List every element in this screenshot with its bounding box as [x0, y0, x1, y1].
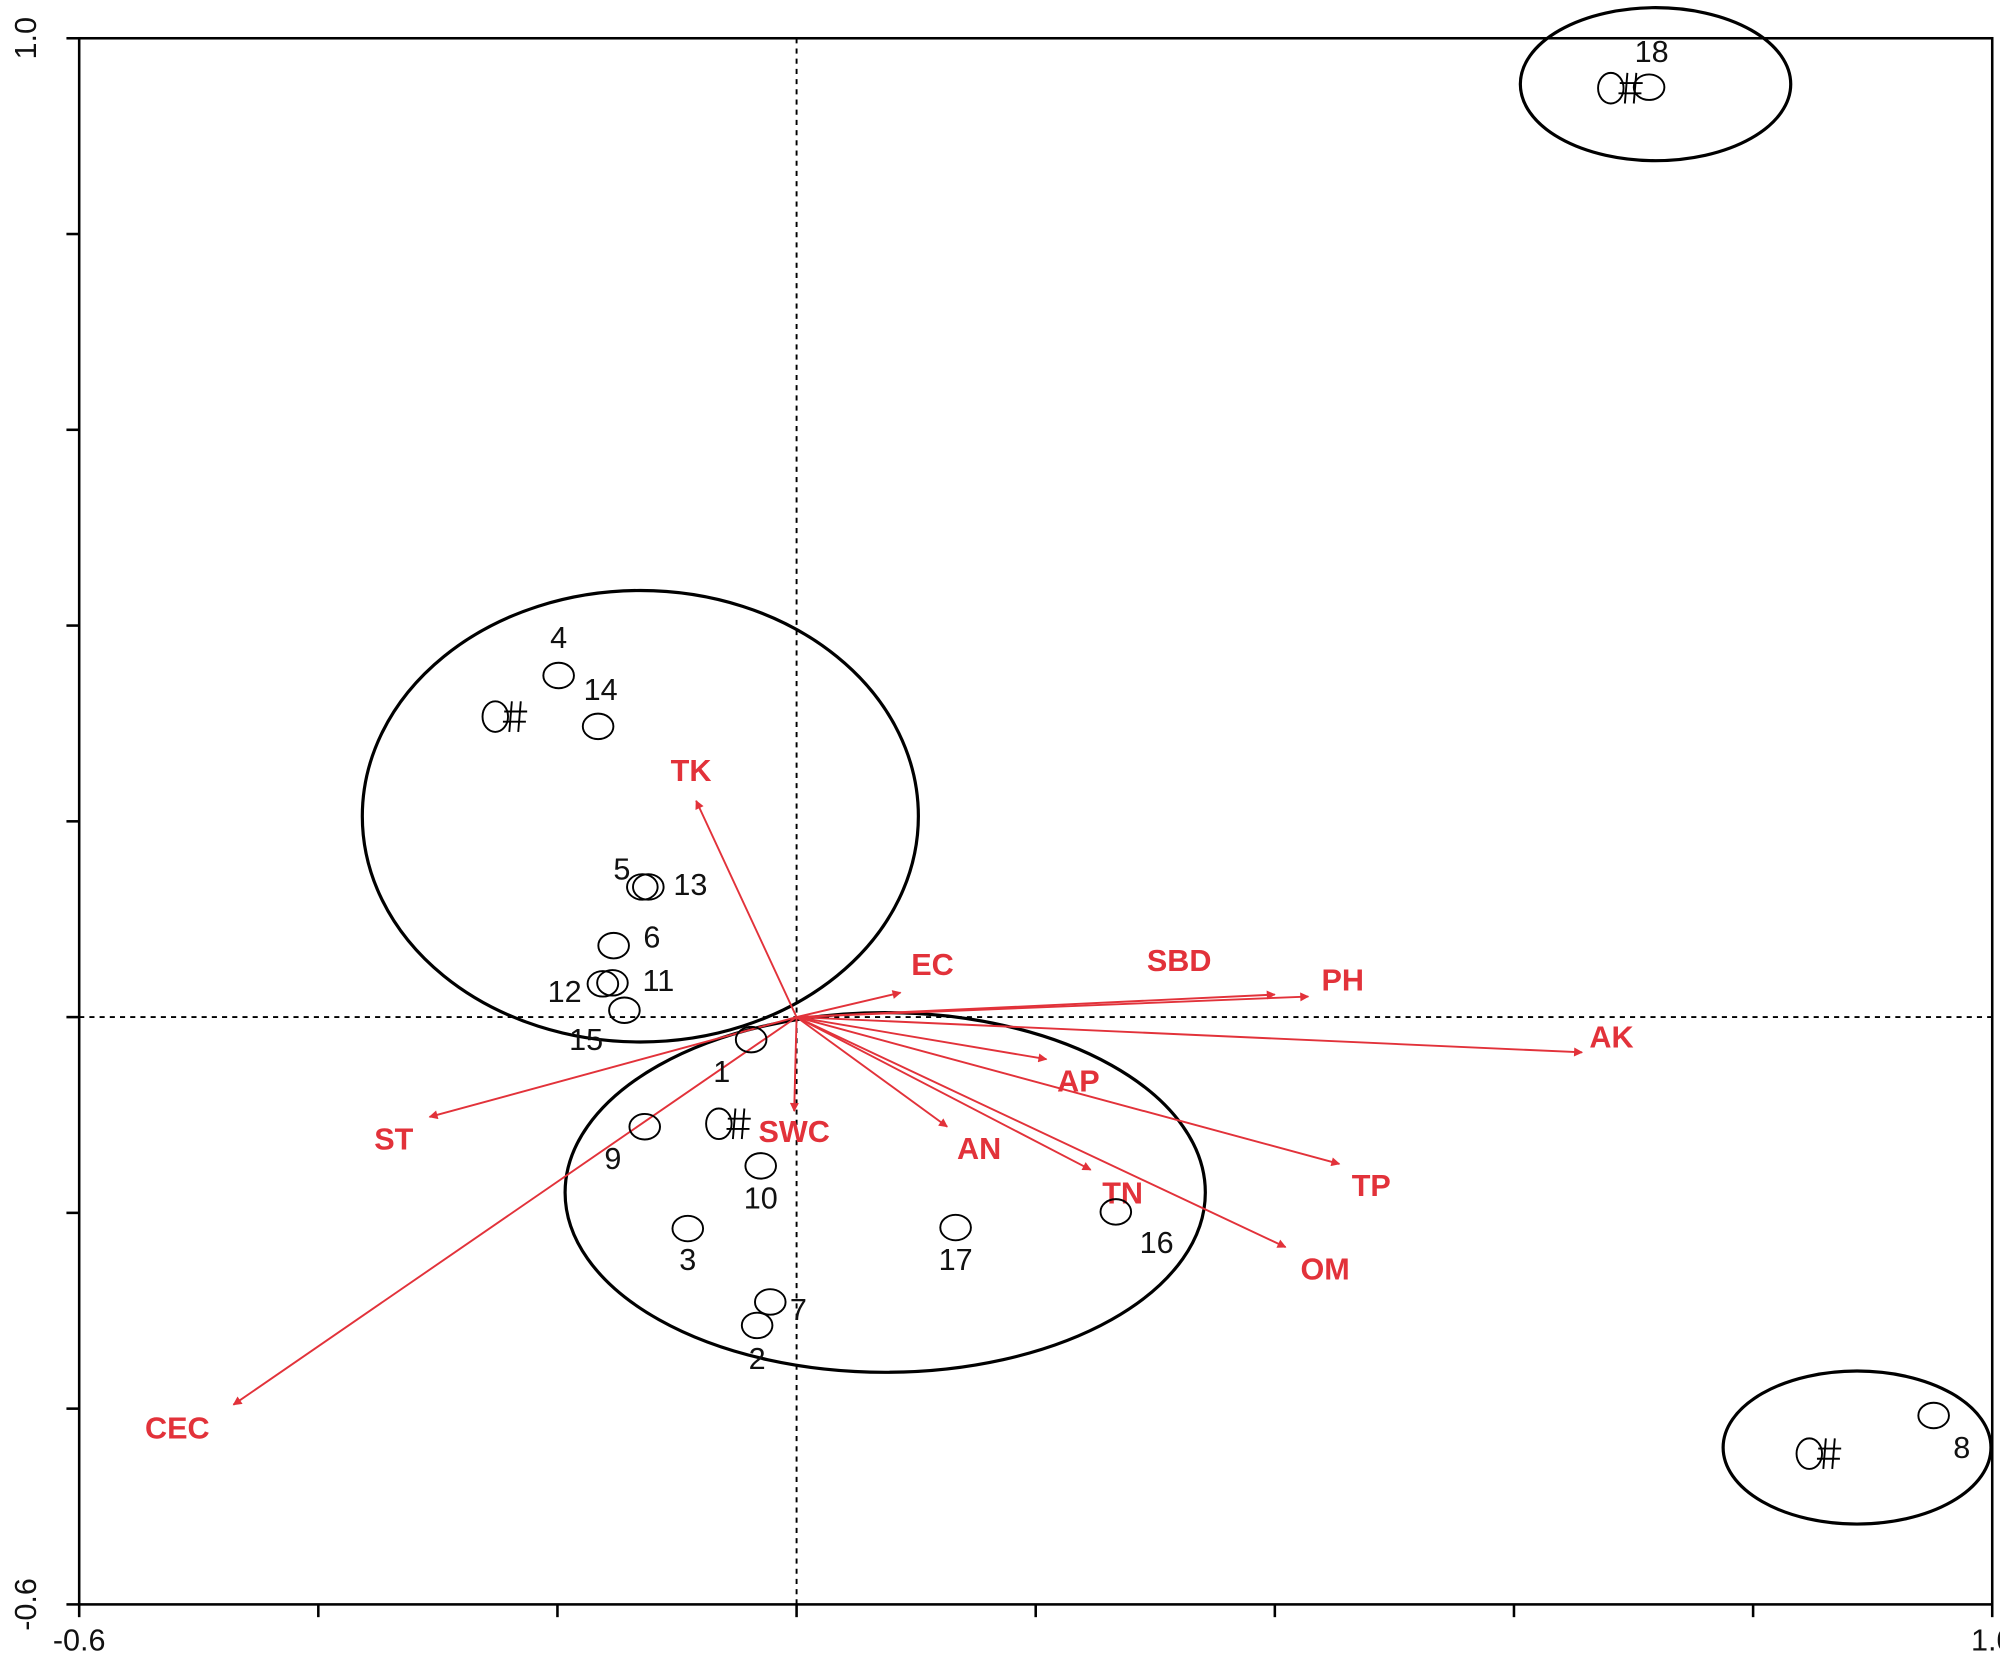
sample-point	[632, 873, 665, 901]
sample-label: 7	[790, 1293, 807, 1327]
sample-label: 14	[584, 673, 618, 707]
sample-label: 9	[604, 1142, 621, 1176]
centroid	[705, 1107, 733, 1141]
sample-label: 4	[550, 621, 567, 655]
sample-label: 15	[569, 1023, 603, 1057]
x-tick-label: 1.0	[1971, 1624, 2000, 1658]
arrow	[796, 1016, 948, 1128]
sample-label: 13	[673, 868, 707, 902]
arrow	[796, 1016, 1048, 1063]
centroid	[1597, 71, 1625, 105]
group-ellipse	[1518, 6, 1793, 163]
plot-frame	[77, 36, 1994, 1606]
arrow	[796, 1016, 1287, 1248]
centroid	[481, 700, 509, 733]
arrow	[232, 1016, 798, 1406]
sample-label: 5	[613, 853, 630, 887]
sample-point	[1099, 1198, 1133, 1226]
centroid-hash	[1816, 1438, 1842, 1470]
sample-point	[626, 873, 659, 901]
sample-point	[628, 1113, 661, 1141]
arrow	[796, 1016, 1092, 1171]
sample-point	[608, 996, 641, 1024]
centroid-hash	[502, 701, 528, 732]
sample-point	[581, 712, 615, 741]
sample-point	[597, 931, 630, 960]
arrow	[796, 1016, 1341, 1167]
sample-label: 6	[643, 920, 660, 954]
sample-label: 8	[1953, 1431, 1970, 1465]
sample-point	[740, 1311, 774, 1340]
sample-point	[671, 1214, 705, 1243]
sample-point	[1917, 1401, 1950, 1430]
sample-label: 11	[642, 964, 674, 998]
sample-point	[596, 969, 629, 997]
arrow-label: ST	[374, 1122, 413, 1156]
sample-label: 3	[679, 1243, 696, 1277]
arrow-label: TK	[671, 754, 712, 788]
sample-label: 16	[1140, 1226, 1174, 1260]
arrow-label: AK	[1589, 1021, 1633, 1055]
sample-label: 18	[1635, 35, 1669, 69]
arrow-label: PH	[1322, 964, 1365, 998]
sample-point	[586, 970, 620, 998]
arrow-label: TN	[1102, 1176, 1143, 1210]
arrow-label: TP	[1352, 1169, 1391, 1203]
arrow-label: EC	[911, 948, 953, 982]
group-ellipse	[360, 588, 920, 1044]
sample-label: 1	[713, 1055, 730, 1089]
sample-point	[734, 1025, 768, 1054]
arrow-label: AN	[957, 1132, 1001, 1166]
centroid	[1795, 1437, 1824, 1470]
sample-point	[939, 1213, 972, 1242]
group-ellipse	[1721, 1369, 1993, 1526]
arrow-label: SBD	[1147, 944, 1212, 978]
y-tick-label: 1.0	[9, 17, 43, 60]
arrow-label: CEC	[145, 1411, 210, 1445]
centroid-hash	[726, 1108, 751, 1140]
arrow-label: SWC	[758, 1115, 829, 1149]
sample-label: 2	[749, 1342, 766, 1376]
arrow-label: OM	[1300, 1252, 1349, 1286]
sample-point	[542, 661, 575, 690]
y-tick-label: -0.6	[9, 1578, 43, 1631]
sample-label: 12	[548, 975, 582, 1009]
centroid-hash	[1618, 72, 1643, 104]
arrow	[796, 992, 1310, 1019]
arrow	[428, 1016, 797, 1120]
arrow	[796, 1016, 1584, 1057]
x-tick-label: -0.6	[53, 1624, 106, 1658]
arrow	[796, 990, 902, 1019]
arrow	[789, 1017, 799, 1112]
sample-label: 10	[744, 1181, 778, 1215]
sample-point	[744, 1152, 777, 1180]
sample-point	[1632, 73, 1666, 101]
sample-point	[754, 1288, 787, 1316]
sample-label: 17	[939, 1243, 973, 1277]
arrow	[695, 799, 798, 1018]
